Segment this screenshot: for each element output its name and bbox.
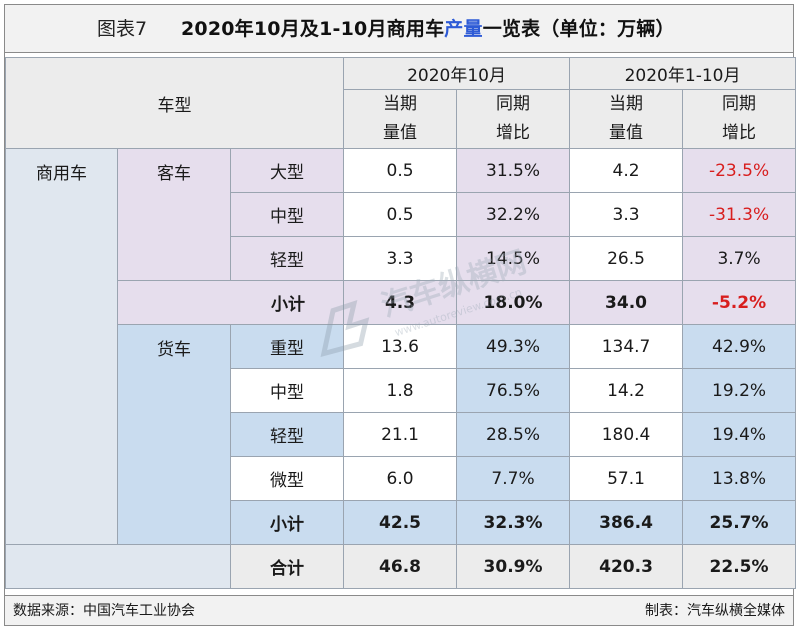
total-label: 合计 — [229, 544, 345, 589]
table-row: 货车 重型 13.6 49.3% 134.7 42.9% — [6, 324, 797, 545]
oct-value: 42.5 — [343, 500, 458, 545]
oct-value: 46.8 — [343, 544, 458, 589]
oct-yoy: 76.5% — [456, 368, 571, 413]
table-row: 中型 0.5 32.2% 3.3 -31.3% — [6, 192, 797, 237]
row-type: 轻型 — [229, 412, 345, 457]
ytd-value: 420.3 — [569, 544, 684, 589]
oct-yoy: 49.3% — [456, 324, 571, 369]
ytd-yoy: -31.3% — [682, 192, 797, 237]
oct-value: 6.0 — [343, 456, 458, 501]
ytd-value: 34.0 — [569, 280, 684, 325]
data-source: 数据来源：中国汽车工业协会 — [13, 603, 195, 619]
row-type: 轻型 — [229, 236, 345, 281]
production-table: 车型 2020年10月 2020年1-10月 当期量值 同期增比 当期量值 同期… — [4, 57, 797, 589]
oct-value: 0.5 — [343, 148, 458, 193]
header-line: 增比 — [496, 123, 531, 143]
bus-subtotal-label: 小计 — [116, 280, 345, 325]
title-bar: 图表7 2020年10月及1-10月商用车产量一览表（单位：万辆） — [5, 5, 793, 53]
oct-yoy: 18.0% — [456, 280, 571, 325]
table-maker: 制表：汽车纵横全媒体 — [645, 603, 785, 619]
subtotal-row: 小计 4.3 18.0% 34.0 -5.2% — [6, 280, 797, 325]
ytd-yoy: -5.2% — [682, 280, 797, 325]
header-oct-current: 当期 量值 — [343, 89, 458, 149]
ytd-value: 134.7 — [569, 324, 684, 369]
ytd-value: 386.4 — [569, 500, 684, 545]
table-row: 轻型 3.3 14.5% 26.5 3.7% — [6, 236, 797, 281]
ytd-value: 180.4 — [569, 412, 684, 457]
table-row: 微型 6.0 7.7% 57.1 13.8% — [6, 456, 797, 501]
header-line: 当期 — [609, 94, 644, 114]
oct-yoy: 14.5% — [456, 236, 571, 281]
total-row: 合计 46.8 30.9% 420.3 22.5% — [5, 544, 797, 589]
table-row: 中型 1.8 76.5% 14.2 19.2% — [6, 368, 797, 413]
ytd-yoy: -23.5% — [682, 148, 797, 193]
figure-label: 图表7 — [97, 18, 148, 40]
header-line: 增比 — [722, 123, 757, 143]
header-line: 同期 — [722, 94, 757, 114]
ytd-yoy: 22.5% — [682, 544, 797, 589]
table-row: 商用车 客车 大型 0.5 31.5% 4.2 -23.5% — [5, 148, 797, 545]
row-type: 中型 — [229, 192, 345, 237]
oct-value: 4.3 — [343, 280, 458, 325]
table-title: 2020年10月及1-10月商用车产量一览表（单位：万辆） — [181, 5, 675, 53]
ytd-yoy: 3.7% — [682, 236, 797, 281]
footer: 数据来源：中国汽车工业协会 制表：汽车纵横全媒体 — [5, 595, 793, 625]
row-type: 微型 — [229, 456, 345, 501]
oct-value: 21.1 — [343, 412, 458, 457]
oct-value: 13.6 — [343, 324, 458, 369]
header-line: 量值 — [383, 123, 418, 143]
header-vehicle-type: 车型 — [4, 57, 345, 149]
header-oct-yoy: 同期 增比 — [456, 89, 571, 149]
ytd-yoy: 13.8% — [682, 456, 797, 501]
oct-yoy: 7.7% — [456, 456, 571, 501]
total-spacer — [5, 544, 231, 589]
header-line: 量值 — [609, 123, 644, 143]
ytd-yoy: 19.2% — [682, 368, 797, 413]
header-ytd-current: 当期 量值 — [569, 89, 684, 149]
truck-label: 货车 — [117, 324, 231, 545]
ytd-yoy: 42.9% — [682, 324, 797, 369]
category-label: 商用车 — [5, 148, 118, 545]
ytd-value: 4.2 — [569, 148, 684, 193]
subtotal-row: 小计 42.5 32.3% 386.4 25.7% — [6, 500, 797, 545]
ytd-value: 57.1 — [569, 456, 684, 501]
oct-value: 1.8 — [343, 368, 458, 413]
oct-value: 3.3 — [343, 236, 458, 281]
title-highlight: 产量 — [444, 18, 483, 40]
oct-yoy: 30.9% — [456, 544, 571, 589]
row-type: 中型 — [229, 368, 345, 413]
header-period-ytd: 2020年1-10月 — [569, 57, 797, 90]
title-part1: 2020年10月及1-10月商用车 — [181, 18, 445, 40]
ytd-value: 3.3 — [569, 192, 684, 237]
oct-yoy: 31.5% — [456, 148, 571, 193]
truck-subtotal-label: 小计 — [229, 500, 345, 545]
ytd-value: 26.5 — [569, 236, 684, 281]
oct-yoy: 32.3% — [456, 500, 571, 545]
header-line: 同期 — [496, 94, 531, 114]
title-part2: 一览表（单位：万辆） — [482, 18, 675, 40]
oct-yoy: 28.5% — [456, 412, 571, 457]
bus-label: 客车 — [117, 148, 231, 281]
table-row: 轻型 21.1 28.5% 180.4 19.4% — [6, 412, 797, 457]
header-ytd-yoy: 同期 增比 — [682, 89, 797, 149]
oct-value: 0.5 — [343, 192, 458, 237]
table-frame: 图表7 2020年10月及1-10月商用车产量一览表（单位：万辆） 车型 202… — [4, 4, 797, 626]
row-type: 重型 — [229, 324, 345, 369]
oct-yoy: 32.2% — [456, 192, 571, 237]
row-type: 大型 — [229, 148, 345, 193]
ytd-yoy: 25.7% — [682, 500, 797, 545]
header-period-oct: 2020年10月 — [343, 57, 571, 90]
header-line: 当期 — [383, 94, 418, 114]
ytd-value: 14.2 — [569, 368, 684, 413]
ytd-yoy: 19.4% — [682, 412, 797, 457]
